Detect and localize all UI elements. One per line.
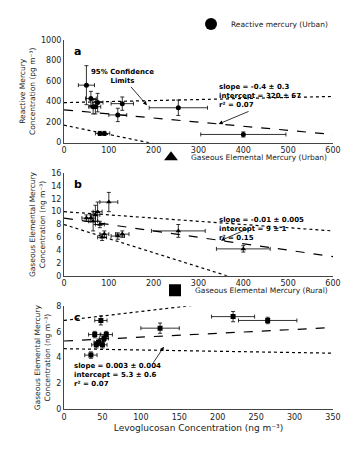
svg-text:0: 0 xyxy=(56,405,61,414)
svg-text:200: 200 xyxy=(46,118,61,127)
svg-text:500: 500 xyxy=(280,279,296,289)
svg-text:8: 8 xyxy=(56,220,61,229)
svg-text:95% ConfidenceLimits: 95% ConfidenceLimits xyxy=(91,68,154,85)
svg-text:100: 100 xyxy=(133,413,148,422)
svg-text:slope = 0.003 ± 0.004intercept: slope = 0.003 ± 0.004intercept = 5.3 ± 0… xyxy=(74,362,161,388)
svg-text:Reactive MercuryConcentration: Reactive MercuryConcentration (pg m⁻³) xyxy=(18,48,37,136)
svg-text:200: 200 xyxy=(146,146,161,155)
svg-text:Gaseous Elemental MercuryConce: Gaseous Elemental MercuryConcentration (… xyxy=(33,305,52,411)
svg-text:400: 400 xyxy=(235,279,251,289)
svg-text:Reactive mercury (Urban): Reactive mercury (Urban) xyxy=(231,20,328,29)
svg-text:a: a xyxy=(74,45,81,58)
svg-text:Gaseous Elemental Mercury (Urb: Gaseous Elemental Mercury (Urban) xyxy=(191,153,327,162)
svg-text:350: 350 xyxy=(325,413,340,422)
svg-text:100: 100 xyxy=(101,146,116,155)
svg-text:600: 600 xyxy=(325,279,341,289)
svg-text:0: 0 xyxy=(61,279,66,288)
svg-text:2: 2 xyxy=(56,379,61,388)
svg-text:400: 400 xyxy=(46,97,61,106)
svg-text:250: 250 xyxy=(248,413,263,422)
svg-text:16: 16 xyxy=(51,169,61,178)
svg-text:50: 50 xyxy=(97,413,107,422)
svg-text:slope = -0.01 ± 0.005intercept: slope = -0.01 ± 0.005intercept = 9 ± 1r²… xyxy=(219,216,304,242)
svg-text:Levoglucosan Concentration (ng: Levoglucosan Concentration (ng m⁻³) xyxy=(114,423,283,433)
svg-text:150: 150 xyxy=(172,413,187,422)
svg-text:b: b xyxy=(74,178,82,191)
svg-text:300: 300 xyxy=(190,279,207,289)
svg-text:4: 4 xyxy=(56,246,61,255)
svg-text:200: 200 xyxy=(210,413,225,422)
svg-text:12: 12 xyxy=(51,195,61,204)
svg-text:100: 100 xyxy=(101,279,116,288)
svg-text:14: 14 xyxy=(51,182,61,191)
svg-text:0: 0 xyxy=(61,413,66,422)
svg-text:4: 4 xyxy=(56,353,61,362)
svg-text:6: 6 xyxy=(56,328,61,337)
svg-text:c: c xyxy=(74,311,81,324)
svg-text:slope = -0.4 ± 0.3intercept =: slope = -0.4 ± 0.3intercept = 320 ± 67r²… xyxy=(219,83,301,109)
svg-text:600: 600 xyxy=(46,77,61,86)
svg-text:800: 800 xyxy=(46,56,61,65)
svg-text:0: 0 xyxy=(56,272,61,281)
svg-text:10: 10 xyxy=(51,207,61,216)
svg-text:400: 400 xyxy=(235,146,251,156)
svg-text:0: 0 xyxy=(61,146,66,155)
svg-text:600: 600 xyxy=(325,146,340,155)
svg-text:300: 300 xyxy=(287,413,302,422)
svg-text:300: 300 xyxy=(190,146,207,156)
svg-text:Gaseous Elemental MercuryConce: Gaseous Elemental MercuryConcentration (… xyxy=(28,171,47,277)
svg-text:0: 0 xyxy=(56,138,61,147)
svg-text:500: 500 xyxy=(280,146,296,156)
svg-text:1000: 1000 xyxy=(41,36,61,45)
svg-text:200: 200 xyxy=(146,279,161,288)
svg-text:Gaseous Elemental Mercury (Rur: Gaseous Elemental Mercury (Rural) xyxy=(195,286,328,295)
svg-text:6: 6 xyxy=(56,233,61,242)
svg-text:2: 2 xyxy=(56,259,61,268)
svg-text:8: 8 xyxy=(56,302,61,311)
